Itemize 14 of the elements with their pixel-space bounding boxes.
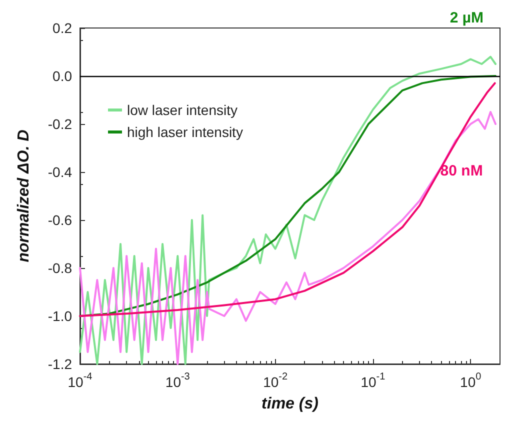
y-tick-label: -0.4 <box>48 164 72 180</box>
y-axis-title: normalized ΔO. D <box>16 129 32 262</box>
legend-label: low laser intensity <box>127 102 238 118</box>
y-tick-label: -0.6 <box>48 212 72 228</box>
y-tick-label: 0.0 <box>52 68 72 84</box>
y-tick-label: 0.2 <box>52 20 72 36</box>
y-tick-label: -1.0 <box>48 308 72 324</box>
y-tick-label: -0.8 <box>48 260 72 276</box>
y-tick-label: -0.2 <box>48 116 72 132</box>
x-axis-title: time (s) <box>262 396 318 412</box>
annotation: 80 nM <box>440 162 483 180</box>
y-tick-label: -1.2 <box>48 356 72 372</box>
text: 2 µM <box>450 10 484 26</box>
legend-label: high laser intensity <box>127 124 243 140</box>
